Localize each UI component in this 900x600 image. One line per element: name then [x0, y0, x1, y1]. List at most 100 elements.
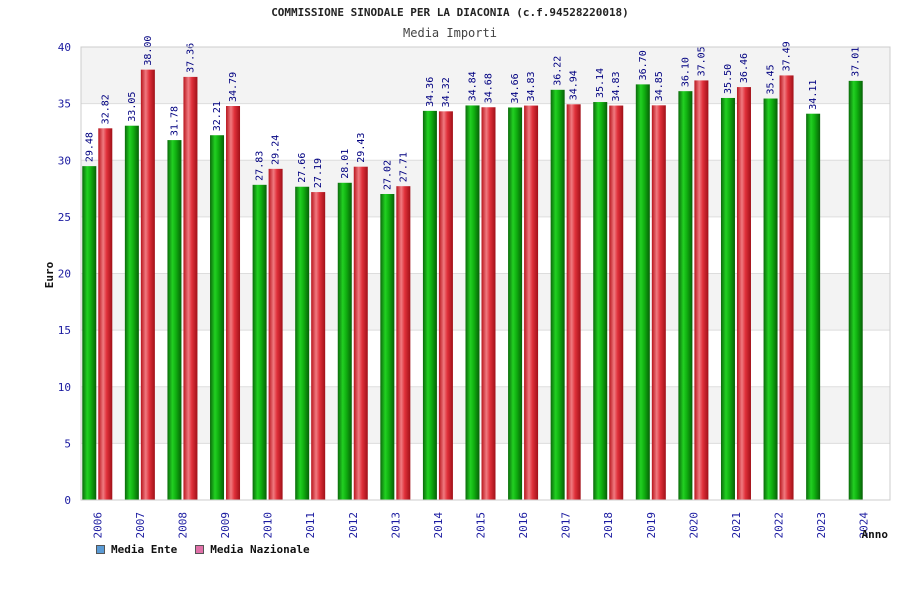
bar-media-ente	[678, 91, 693, 500]
bar-media-nazionale	[396, 186, 411, 500]
data-label-media-nazionale: 32.82	[100, 94, 111, 124]
y-tick-label: 30	[58, 154, 71, 167]
data-label-media-nazionale: 37.05	[696, 46, 707, 76]
x-tick-label: 2015	[475, 512, 488, 539]
x-tick-label: 2018	[602, 512, 615, 539]
plot-frame	[80, 46, 891, 501]
bar-media-ente	[635, 84, 650, 500]
y-tick-label: 35	[58, 98, 71, 111]
y-axis-title: Euro	[43, 261, 56, 288]
bar-media-nazionale	[779, 75, 794, 500]
data-label-media-nazionale: 29.43	[356, 133, 367, 163]
x-tick-label: 2024	[858, 512, 871, 539]
legend-label-ente: Media Ente	[111, 543, 178, 556]
data-label-media-nazionale: 36.46	[739, 53, 750, 83]
bar-media-ente	[124, 125, 139, 501]
bar-media-ente	[593, 102, 608, 501]
data-label-media-ente: 27.02	[382, 160, 393, 190]
x-tick-label: 2020	[687, 512, 700, 539]
data-label-media-ente: 34.36	[425, 77, 436, 107]
data-label-media-ente: 35.14	[595, 68, 606, 98]
legend-item-nazionale: Media Nazionale	[195, 543, 310, 556]
data-label-media-nazionale: 34.79	[228, 72, 239, 102]
bar-media-ente	[422, 110, 437, 501]
chart-title: COMMISSIONE SINODALE PER LA DIACONIA (c.…	[271, 6, 629, 19]
x-tick-label: 2022	[773, 512, 786, 539]
bar-media-ente	[82, 166, 97, 500]
data-label-media-ente: 35.45	[766, 64, 777, 94]
y-tick-label: 15	[58, 324, 71, 337]
x-tick-label: 2016	[517, 512, 530, 539]
bar-media-ente	[167, 140, 182, 501]
data-label-media-nazionale: 34.83	[526, 71, 537, 101]
data-label-media-nazionale: 29.24	[271, 135, 282, 165]
bar-media-ente	[337, 182, 352, 500]
y-tick-label: 40	[58, 41, 71, 54]
bar-media-ente	[252, 184, 267, 500]
x-tick-label: 2017	[560, 512, 573, 539]
y-tick-label: 5	[64, 437, 71, 450]
x-tick-label: 2023	[815, 512, 828, 539]
data-label-media-ente: 36.10	[680, 57, 691, 87]
data-label-media-ente: 36.70	[638, 50, 649, 80]
x-tick-label: 2009	[219, 512, 232, 539]
bar-media-nazionale	[651, 105, 666, 500]
bar-media-nazionale	[183, 76, 198, 500]
data-label-media-nazionale: 34.85	[654, 71, 665, 101]
bar-media-ente	[210, 135, 225, 501]
bar-media-ente	[508, 107, 523, 501]
data-label-media-ente: 34.84	[468, 71, 479, 101]
bar-media-nazionale	[226, 106, 241, 501]
bar-media-ente	[380, 193, 395, 500]
bar-media-nazionale	[566, 104, 581, 500]
x-tick-label: 2006	[91, 512, 104, 539]
legend-swatch-ente	[96, 545, 105, 554]
data-label-media-nazionale: 34.94	[569, 70, 580, 100]
bar-media-nazionale	[438, 111, 453, 501]
x-tick-label: 2019	[645, 512, 658, 539]
data-label-media-nazionale: 27.19	[313, 158, 324, 188]
bar-media-nazionale	[268, 168, 283, 500]
data-label-media-nazionale: 34.32	[441, 77, 452, 107]
bar-media-ente	[465, 105, 480, 500]
legend-label-nazionale: Media Nazionale	[210, 543, 310, 556]
data-label-media-nazionale: 27.71	[398, 152, 409, 182]
bar-media-nazionale	[140, 69, 155, 501]
data-label-media-ente: 31.78	[169, 106, 180, 136]
bar-media-nazionale	[98, 128, 113, 500]
x-tick-label: 2008	[176, 512, 189, 539]
data-label-media-ente: 34.11	[808, 80, 819, 110]
y-tick-label: 25	[58, 211, 71, 224]
x-tick-label: 2021	[730, 512, 743, 539]
data-label-media-nazionale: 37.49	[782, 41, 793, 71]
data-label-media-nazionale: 34.68	[484, 73, 495, 103]
data-label-media-ente: 27.66	[297, 153, 308, 183]
x-axis-title: Anno	[862, 528, 889, 541]
y-tick-label: 0	[64, 494, 71, 507]
data-label-media-ente: 28.01	[340, 149, 351, 179]
data-label-media-ente: 34.66	[510, 73, 521, 103]
bar-media-ente	[848, 80, 863, 500]
data-label-media-nazionale: 37.36	[185, 43, 196, 73]
bar-media-nazionale	[311, 192, 326, 501]
bar-media-ente	[550, 89, 565, 500]
data-label-media-ente: 35.50	[723, 64, 734, 94]
y-tick-label: 10	[58, 381, 71, 394]
y-tick-label: 20	[58, 268, 71, 281]
bar-media-nazionale	[694, 80, 709, 500]
data-label-media-ente: 36.22	[553, 56, 564, 86]
chart-subtitle: Media Importi	[403, 26, 497, 40]
x-tick-label: 2014	[432, 512, 445, 539]
data-label-media-nazionale: 34.83	[611, 71, 622, 101]
x-tick-label: 2012	[347, 512, 360, 539]
data-label-media-ente: 29.48	[84, 132, 95, 162]
bar-media-ente	[806, 113, 821, 500]
bar-media-nazionale	[609, 105, 624, 501]
legend-swatch-nazionale	[195, 545, 205, 554]
bar-media-ente	[295, 186, 310, 501]
x-tick-label: 2007	[134, 512, 147, 539]
bar-media-nazionale	[524, 105, 539, 501]
data-label-media-ente: 37.01	[851, 47, 862, 77]
